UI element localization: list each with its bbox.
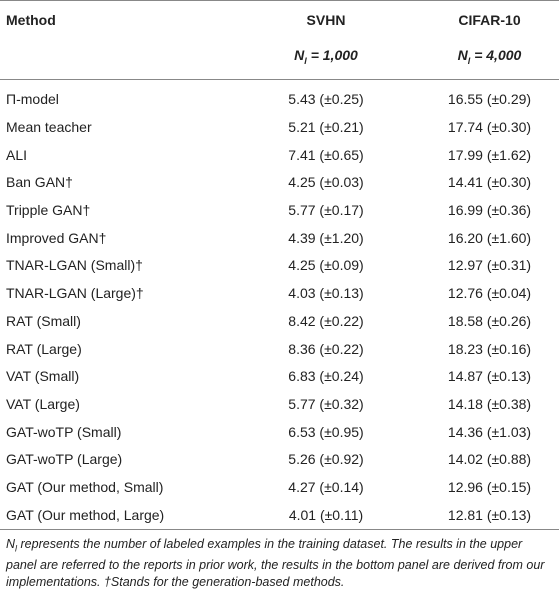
sub: l [467,55,471,66]
value-cell: 8.36 (±0.22) [288,340,364,357]
method-cell: TNAR-LGAN (Large)† [6,285,144,302]
table-row: Tripple GAN† 5.77 (±0.17) 16.99 (±0.36) [0,196,559,224]
subheader-cell [0,39,232,80]
footnote: Nl represents the number of labeled exam… [0,530,559,590]
table-row: Improved GAN† 4.39 (±1.20) 16.20 (±1.60) [0,224,559,252]
footnote-text: represents the number of labeled example… [6,536,545,590]
value: = 1,000 [310,47,358,63]
var: N [6,536,16,551]
value: = 4,000 [474,47,522,63]
value-cell: 5.43 (±0.25) [288,91,364,108]
value-cell: 18.23 (±0.16) [447,340,532,357]
value-cell: 4.27 (±0.14) [288,478,364,495]
value-cell: 6.83 (±0.24) [288,368,364,385]
sub: l [15,543,18,553]
value-cell: 4.25 (±0.03) [288,174,364,191]
value-cell: 12.76 (±0.04) [447,285,532,302]
value-cell: 12.96 (±0.15) [447,478,532,495]
value-cell: 5.26 (±0.92) [288,451,364,468]
method-cell: GAT (Our method, Small) [6,478,164,495]
var: N [457,47,468,63]
header-cell: SVHN [306,12,346,28]
table-row: Π-model 5.43 (±0.25) 16.55 (±0.29) [0,79,559,113]
method-cell: Π-model [6,91,59,108]
value-cell: 5.21 (±0.21) [288,119,364,136]
method-cell: TNAR-LGAN (Small)† [6,257,143,274]
table-row: GAT-woTP (Small) 6.53 (±0.95) 14.36 (±1.03… [0,418,559,446]
value-cell: 14.41 (±0.30) [447,174,532,191]
table-row: TNAR-LGAN (Small)† 4.25 (±0.09) 12.97 (±0.… [0,252,559,280]
value-cell: 14.87 (±0.13) [447,368,532,385]
table-row: TNAR-LGAN (Large)† 4.03 (±0.13) 12.76 (±0.… [0,279,559,307]
method-cell: Mean teacher [6,119,92,136]
table-row: VAT (Small) 6.83 (±0.24) 14.87 (±0.13) [0,362,559,390]
results-table: Method SVHN CIFAR-10 Nl = 1,000 Nl = 4,0… [0,0,559,530]
value-cell: 14.36 (±1.03) [447,423,532,440]
value-cell: 17.74 (±0.30) [447,119,532,136]
var: N [294,47,305,63]
value-cell: 16.99 (±0.36) [447,202,532,219]
method-cell: RAT (Small) [6,312,81,329]
method-cell: GAT-woTP (Small) [6,423,122,440]
header-cell: Method [6,12,56,28]
method-cell: GAT-woTP (Large) [6,451,123,468]
value-cell: 12.81 (±0.13) [447,506,532,523]
subheader-cell: Nl = 4,000 [420,39,559,80]
header-row: Method SVHN CIFAR-10 [0,1,559,40]
value-cell: 14.18 (±0.38) [447,395,532,412]
method-cell: Tripple GAN† [6,202,91,219]
table-body: Π-model 5.43 (±0.25) 16.55 (±0.29) Mean tea… [0,79,559,529]
value-cell: 16.20 (±1.60) [447,229,532,246]
sub: l [304,55,307,66]
value-cell: 14.02 (±0.88) [447,451,532,468]
table-row: GAT (Our method, Small) 4.27 (±0.14) 12.96… [0,473,559,501]
method-cell: VAT (Large) [6,395,80,412]
value-cell: 17.99 (±1.62) [447,146,532,163]
value-cell: 6.53 (±0.95) [288,423,364,440]
value-cell: 5.77 (±0.17) [288,202,364,219]
value-cell: 16.55 (±0.29) [447,91,532,108]
subheader-cell: Nl = 1,000 [232,39,420,80]
value-cell: 4.25 (±0.09) [288,257,364,274]
method-cell: VAT (Small) [6,368,80,385]
method-cell: Ban GAN† [6,174,73,191]
table-row: ALI 7.41 (±0.65) 17.99 (±1.62) [0,141,559,169]
method-cell: GAT (Our method, Large) [6,506,165,523]
value-cell: 8.42 (±0.22) [288,312,364,329]
table-row: VAT (Large) 5.77 (±0.32) 14.18 (±0.38) [0,390,559,418]
method-cell: ALI [6,146,28,163]
table-row: GAT-woTP (Large) 5.26 (±0.92) 14.02 (±0.88… [0,445,559,473]
value-cell: 7.41 (±0.65) [288,146,364,163]
table-row: Mean teacher 5.21 (±0.21) 17.74 (±0.30) [0,113,559,141]
value-cell: 4.01 (±0.11) [288,506,364,523]
value-cell: 4.39 (±1.20) [288,229,364,246]
subheader-row: Nl = 1,000 Nl = 4,000 [0,39,559,80]
value-cell: 5.77 (±0.32) [288,395,364,412]
value-cell: 18.58 (±0.26) [447,312,532,329]
table-row: RAT (Small) 8.42 (±0.22) 18.58 (±0.26) [0,307,559,335]
table-row: Ban GAN† 4.25 (±0.03) 14.41 (±0.30) [0,169,559,197]
table-row: RAT (Large) 8.36 (±0.22) 18.23 (±0.16) [0,335,559,363]
table-row: GAT (Our method, Large) 4.01 (±0.11) 12.81… [0,501,559,529]
value-cell: 4.03 (±0.13) [288,285,364,302]
method-cell: RAT (Large) [6,340,82,357]
method-cell: Improved GAN† [6,229,107,246]
header-cell: CIFAR-10 [458,12,521,28]
value-cell: 12.97 (±0.31) [447,257,532,274]
